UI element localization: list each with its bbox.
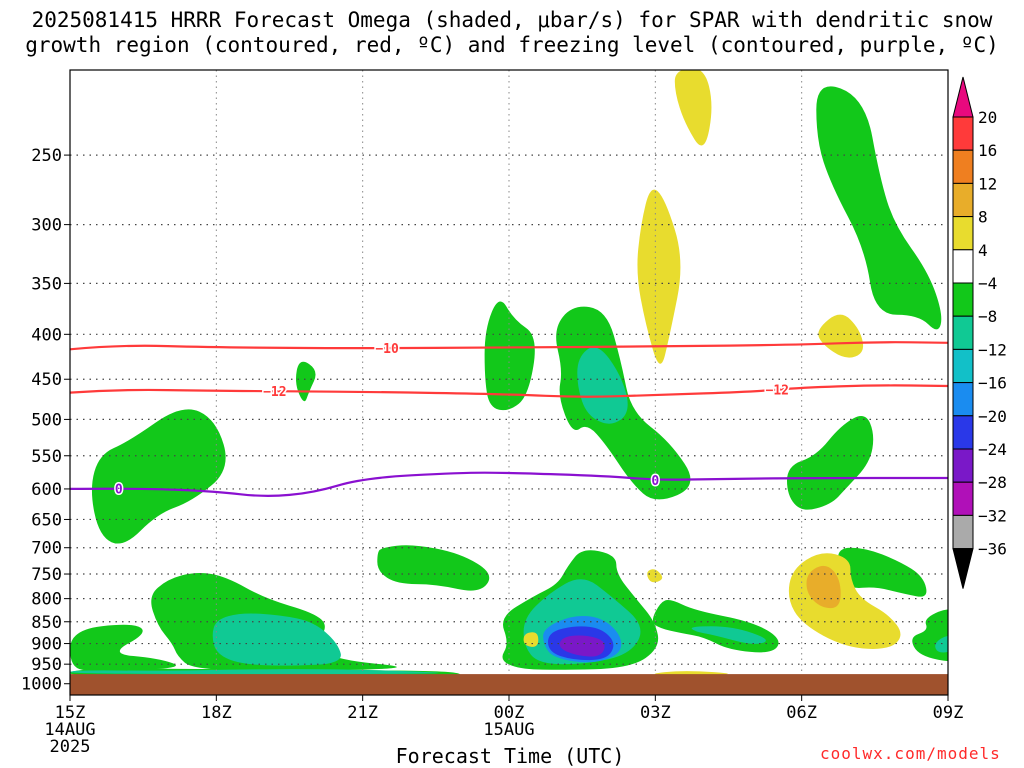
x-tick-sublabel: 14AUG [44,720,95,740]
omega-region [484,301,535,411]
x-tick-label: 09Z [933,703,964,723]
colorbar-bottom-triangle [952,548,974,589]
temperature-contours: −10 −12 −12 0 0 [70,341,948,499]
y-tick-label: 650 [31,510,62,530]
x-tick-sublabel: 15AUG [483,720,534,740]
colorbar-segment [952,282,974,317]
y-tick-label: 900 [31,635,62,655]
y-tick-label: 450 [31,370,62,390]
x-tick-label: 06Z [786,703,817,723]
colorbar-segment [952,514,974,550]
colorbar-segment [952,182,974,218]
omega-region [212,613,341,666]
colorbar-segment [952,249,974,284]
colorbar-tick-label: 12 [978,174,997,193]
title-line-1: 2025081415 HRRR Forecast Omega (shaded, … [31,8,993,32]
omega-region [912,609,948,662]
y-tick-label: 750 [31,565,62,585]
colorbar-tick-label: 8 [978,208,988,227]
contour-label: −12 [263,385,286,400]
omega-region [647,569,663,583]
omega-region [637,189,681,364]
omega-region [787,415,874,510]
x-tick-label: 18Z [201,703,232,723]
y-tick-label: 300 [31,216,62,236]
y-tick-label: 250 [31,146,62,166]
credit-link[interactable]: coolwx.com/models [820,744,1001,763]
omega-region [377,545,490,591]
y-tick-label: 500 [31,410,62,430]
contour-label: 0 [651,474,659,489]
contour-line [70,471,948,497]
x-tick-label: 21Z [347,703,378,723]
colorbar-segment [952,348,974,384]
colorbar-segment [952,382,974,417]
colorbar-tick-label: 20 [978,108,997,127]
colorbar-segment [952,116,974,151]
omega-region [296,361,316,402]
colorbar-tick-label: −20 [978,407,1007,426]
colorbar-tick-label: −8 [978,307,997,326]
ground-below-surface [70,674,948,695]
omega-region [935,635,948,653]
y-tick-label: 950 [31,655,62,675]
colorbar-segment [952,216,974,251]
omega-region [523,632,539,647]
y-tick-label: 800 [31,590,62,610]
y-tick-label: 1000 [21,675,62,695]
x-tick-label: 00Z [494,703,525,723]
omega-region [674,70,712,146]
colorbar-segment [952,448,974,483]
x-tick-label: 15Z [55,703,86,723]
colorbar-tick-label: 16 [978,141,997,160]
y-tick-label: 600 [31,480,62,500]
colorbar-tick-label: −28 [978,473,1007,492]
y-axis-ticks: 2503003504004505005506006507007508008509… [21,146,70,695]
y-tick-label: 350 [31,274,62,294]
colorbar-tick-label: −32 [978,506,1007,525]
omega-region [70,624,176,671]
omega-shading [70,70,948,678]
y-tick-label: 550 [31,447,62,467]
omega-region [691,626,766,644]
omega-region [91,409,226,544]
omega-region [559,635,605,657]
colorbar: 20 16 12 8 4 −4 −8 −12 −16 −20 −24 −28 −32 −36 [952,76,1007,589]
x-tick-sublabel: 2025 [50,737,91,757]
colorbar-tick-label: −4 [978,274,997,293]
contour-label: −10 [375,342,399,357]
omega-region [70,669,439,675]
y-tick-label: 700 [31,539,62,559]
omega-region [816,86,942,330]
x-axis-label: Forecast Time (UTC) [395,744,625,768]
colorbar-segment [952,481,974,516]
colorbar-tick-label: 4 [978,241,988,260]
omega-region [818,314,864,358]
colorbar-tick-label: −24 [978,440,1007,459]
colorbar-segment [952,315,974,350]
omega-region [652,600,779,653]
y-tick-label: 850 [31,613,62,633]
colorbar-top-triangle [952,76,974,118]
contour-label: −12 [766,384,789,399]
colorbar-tick-label: −36 [978,540,1007,559]
colorbar-tick-label: −16 [978,374,1007,393]
contour-line [70,341,948,351]
contour-label: 0 [115,483,123,498]
chart-title: 2025081415 HRRR Forecast Omega (shaded, … [0,8,1024,58]
contour-line [70,384,948,398]
omega-region [874,629,888,637]
colorbar-segment [952,415,974,450]
omega-region [837,547,927,597]
colorbar-tick-label: −12 [978,340,1007,359]
x-tick-label: 03Z [640,703,671,723]
y-tick-label: 400 [31,325,62,345]
colorbar-segment [952,149,974,184]
omega-region [806,565,841,609]
omega-region [577,347,628,424]
title-line-2: growth region (contoured, red, ºC) and f… [25,33,999,57]
